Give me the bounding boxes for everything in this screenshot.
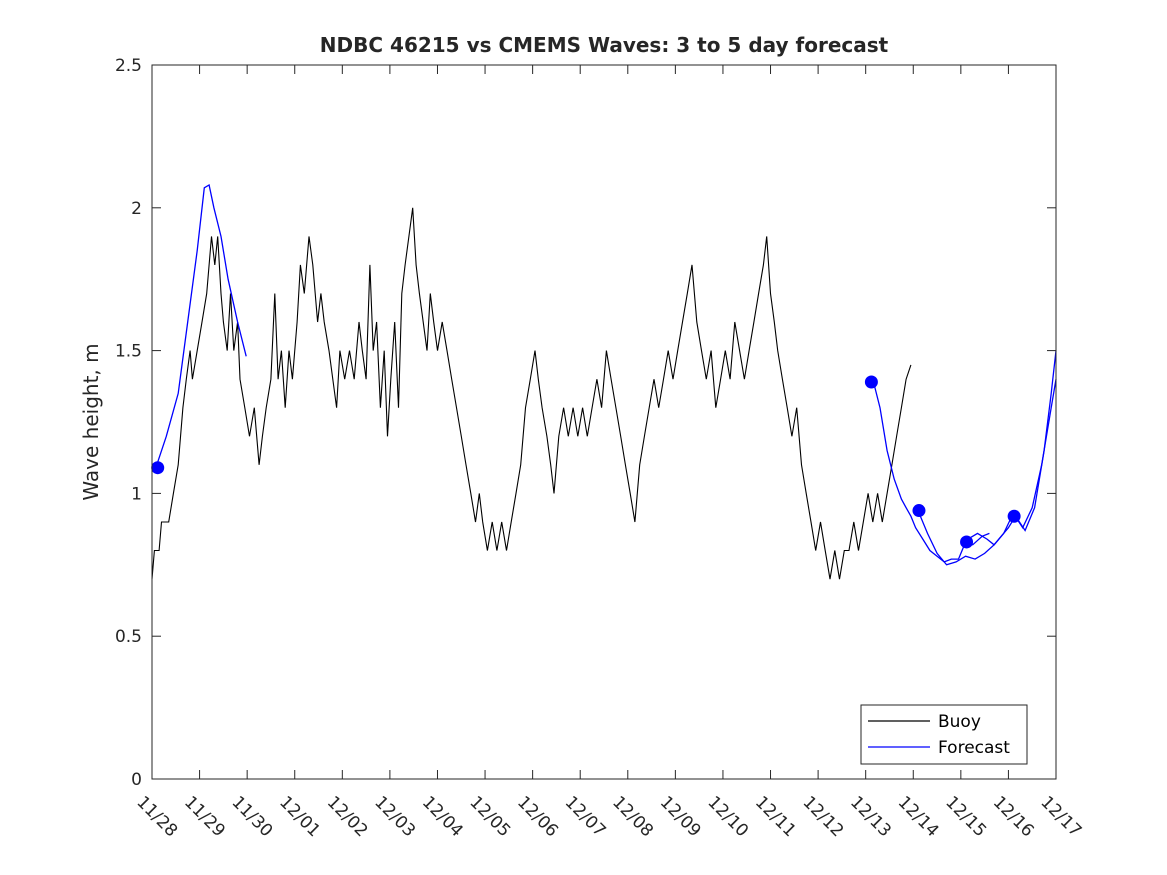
forecast-series-line-3 bbox=[917, 379, 1057, 566]
forecast-marker-2 bbox=[864, 375, 878, 389]
plot-area bbox=[152, 65, 1056, 779]
y-axis-label: Wave height, m bbox=[79, 343, 103, 500]
forecast-marker-1 bbox=[151, 461, 165, 475]
buoy-series-line bbox=[151, 207, 912, 580]
legend-forecast-label: Forecast bbox=[938, 738, 1010, 758]
y-tick-label: 1 bbox=[131, 484, 142, 504]
legend-buoy-label: Buoy bbox=[938, 712, 981, 732]
forecast-marker-5 bbox=[1007, 509, 1021, 523]
legend: Buoy Forecast bbox=[860, 704, 1028, 765]
y-tick-label: 0 bbox=[131, 770, 142, 790]
chart-title: NDBC 46215 vs CMEMS Waves: 3 to 5 day fo… bbox=[320, 33, 889, 57]
forecast-marker-3 bbox=[912, 504, 926, 518]
forecast-marker-4 bbox=[960, 535, 974, 549]
y-tick-label: 2.5 bbox=[115, 56, 142, 76]
forecast-series-line-1 bbox=[156, 183, 247, 466]
y-tick-label: 0.5 bbox=[115, 627, 142, 647]
axes-frame bbox=[151, 64, 1057, 780]
y-tick-label: 2 bbox=[131, 199, 142, 219]
y-tick-label: 1.5 bbox=[115, 342, 142, 362]
series-layer bbox=[151, 183, 1057, 580]
legend-box bbox=[860, 704, 1028, 765]
plot-background bbox=[152, 65, 1056, 779]
